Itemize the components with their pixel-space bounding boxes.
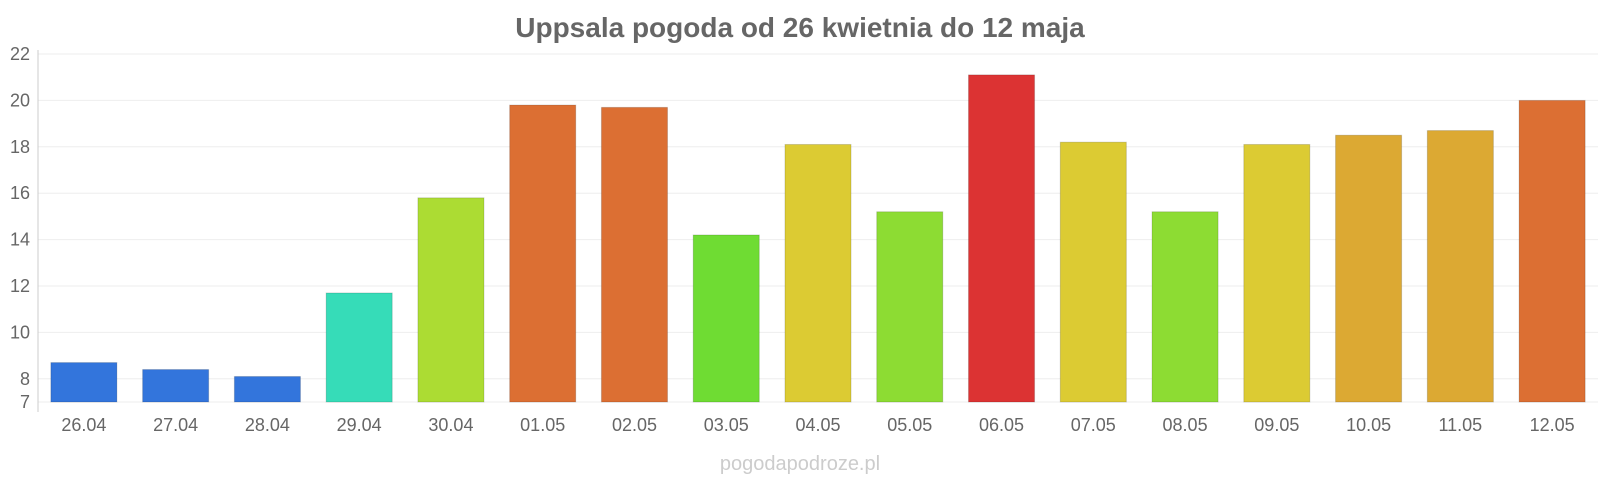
- bar-04.05: [784, 143, 852, 403]
- y-tick-label: 10: [10, 322, 30, 342]
- x-axis-ticks: 26.04 27.04 28.04 29.04 30.04 01.05 02.05 03.05…: [61, 415, 1574, 435]
- x-tick-label: 07.05: [1071, 415, 1116, 435]
- x-tick-label: 11.05: [1438, 415, 1482, 435]
- bar-28.04: [233, 375, 301, 403]
- bar-11.05: [1426, 130, 1494, 403]
- y-tick-label: 20: [10, 90, 30, 110]
- bar-27.04: [142, 369, 210, 403]
- x-tick-label: 27.04: [153, 415, 198, 435]
- bar-02.05: [600, 106, 669, 403]
- watermark: pogodapodroze.pl: [720, 453, 880, 475]
- bars: [50, 74, 1586, 403]
- bar-10.05: [1335, 134, 1403, 403]
- x-tick-label: 08.05: [1163, 415, 1208, 435]
- x-tick-label: 10.05: [1346, 415, 1391, 435]
- x-tick-label: 04.05: [795, 415, 840, 435]
- bar-08.05: [1151, 211, 1219, 403]
- x-tick-label: 03.05: [704, 415, 749, 435]
- chart-title: Uppsala pogoda od 26 kwietnia do 12 maja: [515, 12, 1085, 43]
- x-tick-label: 09.05: [1254, 415, 1299, 435]
- bar-30.04: [417, 197, 485, 403]
- bar-05.05: [876, 211, 944, 403]
- x-tick-label: 29.04: [337, 415, 382, 435]
- x-tick-label: 30.04: [428, 415, 473, 435]
- bar-12.05: [1518, 99, 1586, 403]
- x-tick-label: 06.05: [979, 415, 1024, 435]
- x-tick-label: 02.05: [612, 415, 657, 435]
- bar-06.05: [967, 74, 1036, 403]
- bar-01.05: [509, 104, 577, 403]
- y-tick-label: 18: [10, 137, 30, 157]
- bar-09.05: [1243, 143, 1311, 403]
- x-tick-label: 26.04: [61, 415, 106, 435]
- x-tick-label: 12.05: [1530, 415, 1575, 435]
- y-tick-label: 22: [10, 44, 30, 64]
- y-tick-label: 12: [10, 276, 30, 296]
- x-tick-label: 28.04: [245, 415, 290, 435]
- y-tick-label: 14: [10, 230, 30, 250]
- bar-29.04: [325, 292, 393, 403]
- y-tick-label: 16: [10, 183, 30, 203]
- y-tick-label: 8: [20, 369, 30, 389]
- y-axis-ticks: 7 8 10 12 14 16 18 20 22: [10, 44, 30, 412]
- x-tick-label: 01.05: [520, 415, 565, 435]
- y-tick-label: 7: [20, 392, 30, 412]
- bar-03.05: [692, 234, 760, 403]
- x-tick-label: 05.05: [887, 415, 932, 435]
- bar-26.04: [50, 362, 118, 403]
- bar-07.05: [1059, 141, 1127, 403]
